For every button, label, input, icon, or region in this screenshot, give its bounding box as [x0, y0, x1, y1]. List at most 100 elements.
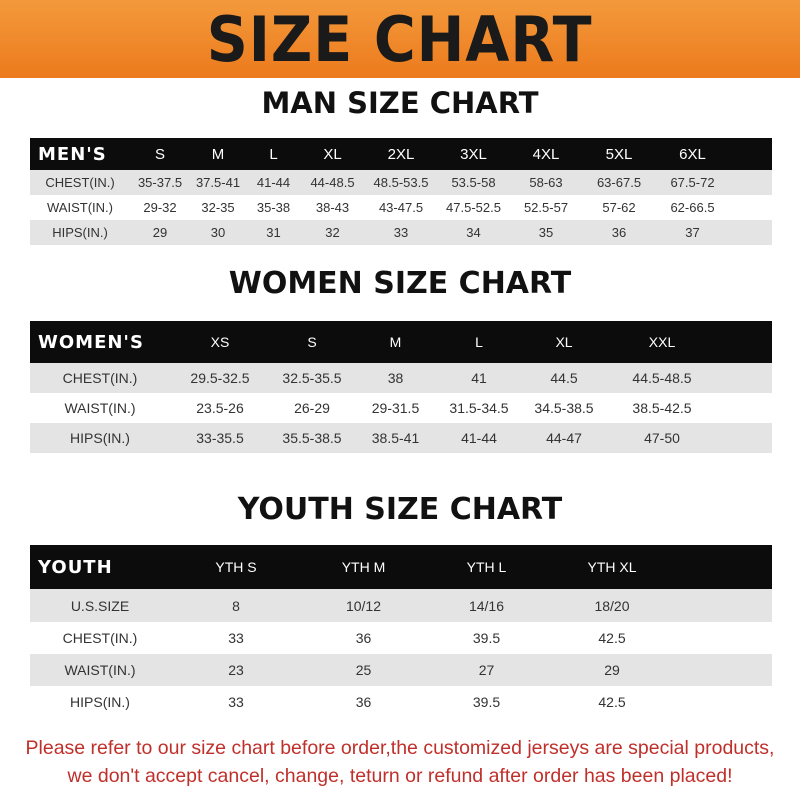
men-size-table: MEN'S S M L XL 2XL 3XL 4XL 5XL 6XL CHEST(IN.) 35-37…	[30, 138, 772, 245]
note-line-2: we don't accept cancel, change, teturn o…	[67, 765, 733, 787]
table-cell: 36	[355, 694, 372, 710]
table-row: WAIST(IN.) 23 25 27 29	[30, 654, 772, 686]
table-cell: 29-32	[143, 200, 177, 215]
row-label: WAIST(IN.)	[47, 200, 113, 215]
table-row: HIPS(IN.) 33 36 39.5 42.5	[30, 686, 772, 718]
size-header-cell: XXL	[648, 334, 676, 350]
table-cell: 30	[210, 225, 226, 240]
table-cell: 38.5-42.5	[632, 400, 692, 416]
table-cell: 37.5-41	[195, 175, 241, 190]
table-cell: 10/12	[345, 597, 382, 614]
table-cell: 31.5-34.5	[449, 400, 509, 416]
table-cell: 33-35.5	[196, 430, 244, 446]
size-header-cell: 5XL	[605, 145, 633, 163]
row-label: HIPS(IN.)	[70, 430, 130, 446]
table-row: CHEST(IN.) 29.5-32.5 32.5-35.5 38 41 44.5 44.5…	[30, 363, 772, 393]
table-cell: 47-50	[644, 430, 680, 446]
row-label: U.S.SIZE	[70, 597, 130, 614]
size-header-cell: M	[211, 145, 225, 163]
table-cell: 42.5	[598, 630, 626, 646]
table-cell: 58-63	[529, 175, 563, 190]
table-cell: 48.5-53.5	[373, 175, 429, 190]
size-header-cell: 6XL	[679, 145, 706, 163]
table-title-cell: WOMEN'S	[38, 331, 144, 353]
table-cell: 41-44	[461, 430, 497, 446]
table-cell: 34.5-38.5	[534, 400, 594, 416]
banner: SIZE CHART	[0, 0, 800, 78]
table-cell: 18/20	[594, 597, 630, 614]
table-cell: 32	[325, 225, 340, 240]
table-cell: 44.5-48.5	[632, 370, 692, 386]
table-cell: 31	[266, 225, 281, 240]
table-cell: 29	[604, 662, 620, 678]
table-cell: 29-31.5	[371, 400, 420, 416]
table-cell: 39.5	[472, 694, 501, 710]
table-cell: 32-35	[201, 200, 235, 215]
table-cell: 25	[355, 662, 372, 678]
size-header-cell: YTH S	[215, 559, 257, 575]
table-cell: 42.5	[598, 694, 626, 710]
youth-header-row: YOUTH YTH S YTH M YTH L YTH XL	[30, 545, 772, 589]
table-cell: 32.5-35.5	[282, 370, 342, 386]
row-label: WAIST(IN.)	[64, 662, 136, 678]
table-cell: 44-47	[546, 430, 582, 446]
table-row: CHEST(IN.) 33 36 39.5 42.5	[30, 622, 772, 654]
row-label: WAIST(IN.)	[64, 400, 136, 416]
table-cell: 23.5-26	[196, 400, 244, 416]
table-cell: 35-37.5	[137, 175, 183, 190]
row-label: CHEST(IN.)	[45, 175, 115, 190]
table-cell: 35.5-38.5	[282, 430, 342, 446]
table-cell: 53.5-58	[451, 175, 496, 190]
men-header-row: MEN'S S M L XL 2XL 3XL 4XL 5XL 6XL	[30, 138, 772, 170]
table-cell: 44.5	[550, 370, 578, 386]
size-header-cell: XL	[555, 334, 573, 350]
table-cell: 8	[232, 597, 240, 614]
table-title-cell: MEN'S	[38, 143, 107, 165]
table-row: HIPS(IN.) 33-35.5 35.5-38.5 38.5-41 41-44 44-…	[30, 423, 772, 453]
table-cell: 41	[471, 370, 487, 386]
table-cell: 14/16	[468, 597, 505, 614]
table-cell: 23	[228, 662, 244, 678]
table-cell: 67.5-72	[670, 175, 715, 190]
size-header-cell: L	[475, 334, 483, 350]
table-row: HIPS(IN.) 29 30 31 32 33 34 35 36 37	[30, 220, 772, 245]
table-row: WAIST(IN.) 29-32 32-35 35-38 38-43 43-47.5 47.…	[30, 195, 772, 220]
table-cell: 62-66.5	[670, 200, 715, 215]
table-cell: 43-47.5	[378, 200, 424, 215]
table-cell: 52.5-57	[523, 200, 569, 215]
table-cell: 29.5-32.5	[190, 370, 250, 386]
table-cell: 34	[466, 225, 481, 240]
youth-title: YOUTH SIZE CHART	[237, 492, 563, 527]
row-label: CHEST(IN.)	[62, 630, 138, 646]
table-cell: 33	[228, 694, 244, 710]
table-row: WAIST(IN.) 23.5-26 26-29 29-31.5 31.5-34.5 34…	[30, 393, 772, 423]
table-cell: 63-67.5	[596, 175, 642, 190]
table-cell: 57-62	[602, 200, 636, 215]
table-cell: 35-38	[256, 200, 291, 215]
size-header-cell: XS	[210, 334, 230, 350]
size-header-cell: XL	[323, 145, 342, 163]
size-header-cell: 3XL	[460, 145, 487, 163]
women-size-table: WOMEN'S XS S M L XL XXL CHEST(IN.) 29.5-32.5 32.5…	[30, 321, 772, 453]
women-title: WOMEN SIZE CHART	[228, 266, 572, 301]
table-cell: 33	[393, 225, 409, 240]
banner-title: SIZE CHART	[207, 2, 593, 76]
note-line-1: Please refer to our size chart before or…	[25, 737, 775, 759]
row-label: CHEST(IN.)	[62, 370, 138, 386]
table-cell: 33	[228, 630, 244, 646]
youth-size-table: YOUTH YTH S YTH M YTH L YTH XL U.S.SIZE 8 10/12…	[30, 545, 772, 718]
table-row: U.S.SIZE 8 10/12 14/16 18/20	[30, 589, 772, 622]
table-cell: 44-48.5	[310, 175, 355, 190]
size-header-cell: S	[307, 334, 317, 350]
table-title-cell: YOUTH	[38, 556, 113, 578]
table-row: CHEST(IN.) 35-37.5 37.5-41 41-44 44-48.5 48.5…	[30, 170, 772, 195]
table-cell: 47.5-52.5	[446, 200, 501, 215]
table-cell: 38	[387, 370, 404, 386]
size-header-cell: 2XL	[387, 145, 415, 163]
table-cell: 39.5	[472, 630, 501, 646]
size-header-cell: YTH M	[341, 559, 386, 575]
table-cell: 38-43	[315, 200, 350, 215]
table-cell: 36	[611, 225, 627, 240]
table-cell: 27	[478, 662, 495, 678]
size-header-cell: L	[269, 145, 278, 163]
